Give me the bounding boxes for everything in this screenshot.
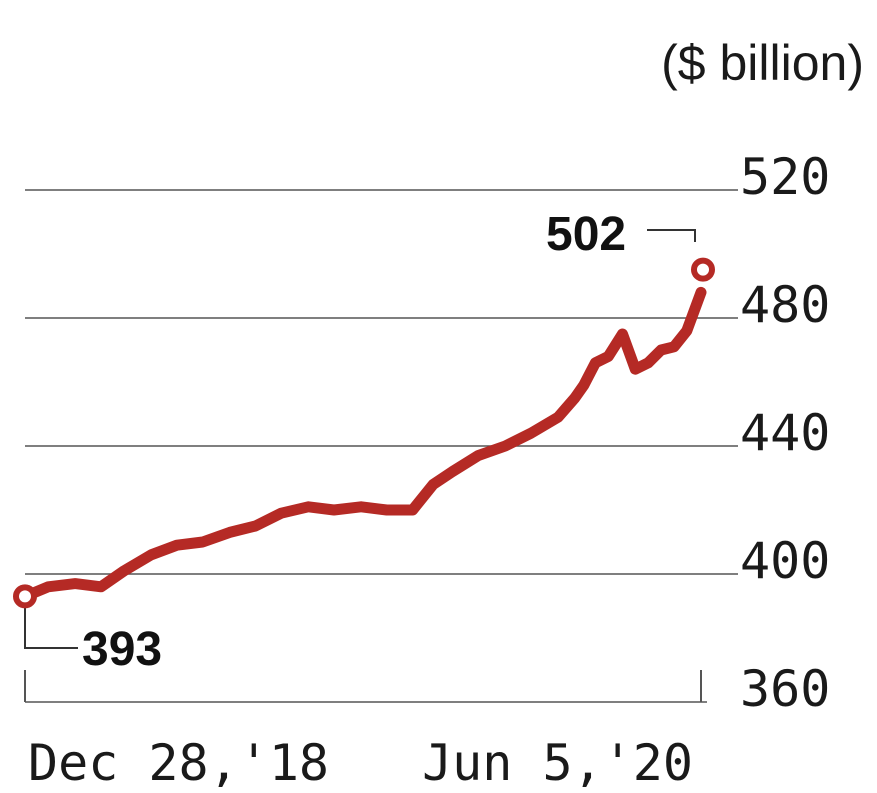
start-value-label: 393 xyxy=(82,623,162,676)
callout-leader-start xyxy=(24,598,78,649)
x-tick-label-end: Jun 5,'20 xyxy=(422,734,693,792)
x-tick-label-start: Dec 28,'18 xyxy=(28,734,329,792)
start-point-marker xyxy=(13,584,37,609)
y-tick-label-360: 360 xyxy=(740,660,830,718)
unit-label: ($ billion) xyxy=(661,35,864,91)
y-tick-label-400: 400 xyxy=(740,532,830,590)
grid-lines xyxy=(25,189,738,575)
y-tick-label-520: 520 xyxy=(740,148,830,206)
y-axis-ticks: 520 480 440 400 360 xyxy=(740,148,830,718)
end-point-marker xyxy=(691,257,715,282)
series-line xyxy=(19,286,707,602)
y-tick-label-440: 440 xyxy=(740,404,830,462)
end-value-label: 502 xyxy=(546,208,626,261)
callout-leader-end xyxy=(647,229,696,242)
y-tick-label-480: 480 xyxy=(740,276,830,334)
